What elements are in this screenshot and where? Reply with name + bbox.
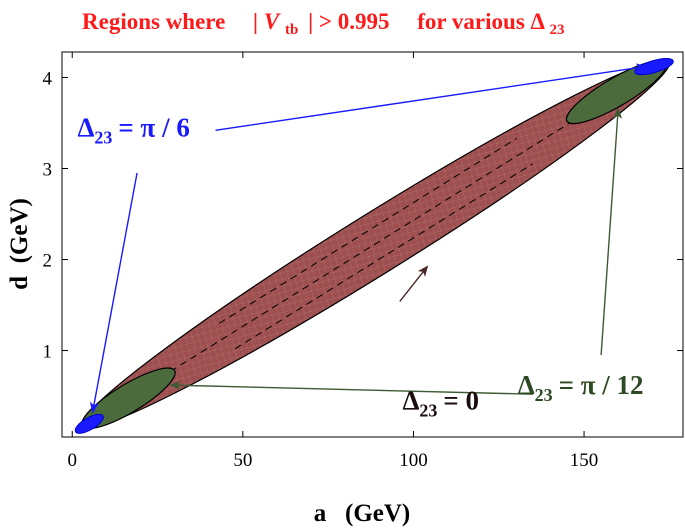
region-delta-pi6-0 [74, 413, 104, 434]
x-tick-label-1: 50 [233, 450, 252, 471]
series-label-val-1: = π / 12 [559, 370, 644, 400]
dashed-contour-0 [219, 137, 517, 324]
series-label-1: Δ23 = π / 12 [518, 370, 644, 405]
series-label-sub-2: 23 [94, 128, 112, 148]
series-label-sym-2: Δ [77, 113, 94, 143]
y-tick-label-0: 1 [43, 342, 53, 363]
title-quantity-sub: tb [285, 22, 298, 38]
x-tick-label-3: 150 [570, 450, 599, 471]
annotation-arrow-2 [169, 380, 533, 395]
title-quantity: | V [253, 9, 281, 34]
x-tick-label-0: 0 [67, 450, 77, 471]
series-label-val-0: = 0 [443, 386, 479, 416]
series-label-val-2: = π / 6 [118, 113, 189, 143]
series-label-0: Δ23 = 0 [402, 386, 479, 421]
annotation-arrow-3 [215, 63, 648, 131]
series-layer [74, 57, 674, 434]
plot-frame [61, 51, 684, 438]
title-suffix: for various Δ [417, 9, 545, 34]
dashed-contour-2 [234, 163, 533, 350]
annotation-arrow-4 [89, 172, 138, 414]
y-axis-label: d (GeV) [6, 198, 33, 290]
x-axis-label: a (GeV) [314, 500, 411, 527]
series-label-sub-0: 23 [419, 401, 437, 421]
annotation-arrow-0 [399, 265, 429, 302]
chart-title: Regions where | V tb | > 0.995 for vario… [82, 9, 564, 39]
series-label-sub-1: 23 [535, 385, 553, 405]
y-tick-label-3: 4 [43, 68, 53, 89]
y-tick-label-2: 3 [43, 160, 53, 181]
title-relation: | > 0.995 [308, 9, 389, 34]
title-suffix-sub: 23 [549, 22, 564, 38]
series-label-sym-0: Δ [402, 386, 419, 416]
x-tick-label-2: 100 [399, 450, 428, 471]
y-tick-label-1: 2 [43, 251, 53, 272]
dashed-contour-1 [129, 89, 623, 398]
series-label-2: Δ23 = π / 6 [77, 113, 189, 148]
title-prefix: Regions where [82, 9, 225, 34]
series-label-sym-1: Δ [518, 370, 535, 400]
annotation-arrow-1 [600, 107, 623, 356]
